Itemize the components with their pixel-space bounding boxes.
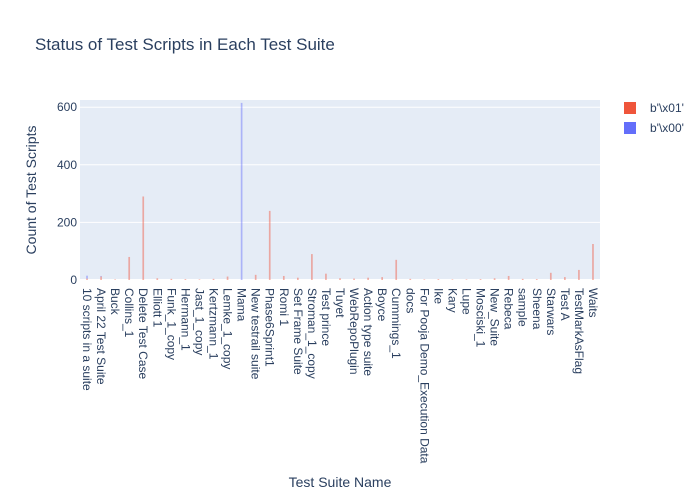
bar-x01[interactable] bbox=[367, 277, 369, 280]
bar-x00[interactable] bbox=[86, 275, 88, 279]
legend-label[interactable]: b'\x01' bbox=[650, 101, 684, 115]
x-tick-label: TestMarkAsFlag bbox=[572, 288, 586, 374]
bar-x01[interactable] bbox=[549, 272, 552, 280]
y-tick-label: 0 bbox=[70, 273, 77, 287]
y-tick-label: 400 bbox=[57, 158, 77, 172]
x-tick-label: docs bbox=[403, 288, 417, 313]
x-tick-label: Starwars bbox=[544, 288, 558, 335]
x-tick-label: Mama bbox=[235, 288, 249, 322]
x-tick-label: Mosciski_1 bbox=[474, 288, 488, 348]
bar-x01[interactable] bbox=[86, 278, 88, 280]
bar-x01[interactable] bbox=[395, 259, 398, 280]
x-tick-label: Test A bbox=[558, 288, 572, 321]
legend-label[interactable]: b'\x00' bbox=[650, 121, 684, 135]
bar-x01[interactable] bbox=[325, 273, 327, 280]
x-tick-label: Action type suite bbox=[361, 288, 375, 376]
x-tick-label: Jast_1_copy bbox=[192, 288, 206, 355]
x-tick-label: WebRepoPlugin bbox=[347, 288, 361, 375]
x-tick-label: New_Suite bbox=[488, 288, 502, 346]
bar-x01[interactable] bbox=[381, 277, 384, 280]
bar-x01[interactable] bbox=[296, 277, 299, 280]
x-tick-label: Waits bbox=[586, 288, 600, 318]
bar-x01[interactable] bbox=[493, 278, 496, 280]
bar-x01[interactable] bbox=[521, 278, 524, 280]
x-tick-label: Hermann_1 bbox=[178, 288, 192, 351]
bar-x00[interactable] bbox=[100, 275, 102, 277]
x-tick-label: Buck bbox=[108, 288, 122, 316]
bar-x01[interactable] bbox=[254, 274, 257, 280]
x-tick-label: Delete Test Case bbox=[136, 288, 150, 379]
bar-x01[interactable] bbox=[578, 269, 580, 280]
legend-swatch[interactable] bbox=[624, 122, 636, 134]
bar-x01[interactable] bbox=[409, 278, 412, 280]
y-tick-label: 200 bbox=[57, 215, 77, 229]
x-tick-label: Sheena bbox=[530, 288, 544, 330]
bar-x01[interactable] bbox=[465, 279, 468, 280]
bar-x01[interactable] bbox=[437, 279, 440, 280]
x-tick-label: Cummings_1 bbox=[389, 288, 403, 359]
chart-title: Status of Test Scripts in Each Test Suit… bbox=[35, 35, 335, 54]
x-tick-labels: 10 scripts in a suite April 22 Test Suite… bbox=[80, 288, 600, 464]
bar-x01[interactable] bbox=[311, 254, 313, 280]
bar-x01[interactable] bbox=[339, 278, 341, 280]
bar-x01[interactable] bbox=[128, 256, 131, 280]
x-tick-label: Ike bbox=[431, 288, 445, 304]
x-tick-label: sample bbox=[516, 288, 530, 327]
x-tick-label: Kary bbox=[445, 288, 459, 313]
bar-x01[interactable] bbox=[156, 278, 159, 280]
bar-x01[interactable] bbox=[564, 277, 566, 280]
bar-x01[interactable] bbox=[353, 278, 355, 280]
legend[interactable]: b'\x01' b'\x00' bbox=[624, 101, 684, 135]
y-tick-label: 600 bbox=[57, 100, 77, 114]
x-tick-label: For Pooja Demo_Execution Data bbox=[417, 288, 431, 464]
x-tick-label: Lemke_1_copy bbox=[221, 288, 235, 369]
y-axis-title: Count of Test Scripts bbox=[23, 126, 39, 255]
x-tick-label: Elliott 1 bbox=[150, 288, 164, 328]
x-tick-label: Phase6Sprint1 bbox=[263, 288, 277, 367]
x-tick-label: 10 scripts in a suite bbox=[80, 288, 94, 391]
x-tick-label: Romi 1 bbox=[277, 288, 291, 326]
bar-x01[interactable] bbox=[268, 210, 271, 280]
bar-x01[interactable] bbox=[198, 279, 201, 280]
x-tick-label: Test prince bbox=[319, 288, 333, 346]
bar-x01[interactable] bbox=[451, 279, 454, 280]
bar-x01[interactable] bbox=[142, 196, 145, 280]
x-tick-label: Lupe bbox=[459, 288, 473, 315]
bar-x01[interactable] bbox=[423, 279, 426, 280]
x-tick-label: April 22 Test Suite bbox=[94, 288, 108, 385]
bar-x01[interactable] bbox=[592, 244, 594, 280]
bar-x01[interactable] bbox=[479, 279, 482, 280]
bar-x01[interactable] bbox=[100, 276, 102, 280]
x-tick-label: Kertzmann_1 bbox=[207, 288, 221, 360]
bar-x01[interactable] bbox=[184, 279, 187, 280]
bar-x00[interactable] bbox=[240, 102, 243, 280]
bar-x01[interactable] bbox=[282, 275, 285, 280]
x-tick-label: Tuyet bbox=[333, 288, 347, 318]
bar-x01[interactable] bbox=[535, 279, 538, 280]
x-tick-label: Stroman_1_copy bbox=[305, 288, 319, 379]
x-tick-label: Collins_1 bbox=[122, 288, 136, 338]
y-gridlines bbox=[80, 106, 600, 281]
x-tick-label: Funk_1_copy bbox=[164, 288, 178, 360]
x-tick-label: New testrail suite bbox=[249, 288, 263, 380]
bars bbox=[86, 102, 594, 280]
y-tick-labels: 0 200 400 600 bbox=[57, 100, 77, 287]
plot-area bbox=[80, 100, 600, 280]
bar-x01[interactable] bbox=[212, 278, 215, 280]
bar-x01[interactable] bbox=[114, 279, 116, 280]
bar-x01[interactable] bbox=[507, 275, 510, 280]
x-tick-label: Boyce bbox=[375, 288, 389, 322]
legend-swatch[interactable] bbox=[624, 102, 636, 114]
x-axis-title: Test Suite Name bbox=[289, 474, 392, 490]
bar-x01[interactable] bbox=[170, 278, 173, 280]
x-tick-label: Set Frame Suite bbox=[291, 288, 305, 375]
x-tick-label: Rebeca bbox=[502, 288, 516, 330]
bar-x01[interactable] bbox=[226, 276, 229, 280]
